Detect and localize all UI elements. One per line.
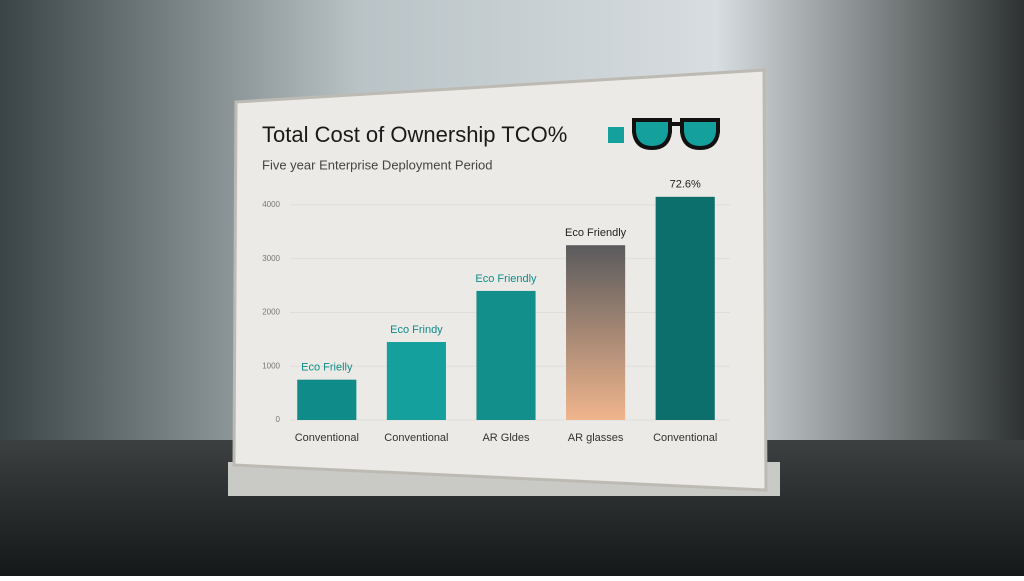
x-tick-label: Conventional <box>653 432 717 444</box>
legend-swatch <box>608 127 624 143</box>
glasses-icon <box>632 118 720 151</box>
x-tick-label: Conventional <box>384 432 448 444</box>
x-tick-label: AR glasses <box>568 432 624 444</box>
board <box>232 68 768 492</box>
bar <box>476 290 536 420</box>
bar <box>655 196 715 420</box>
bar <box>386 342 446 420</box>
data-label: Eco Frielly <box>301 362 353 374</box>
data-label: Eco Frindy <box>390 324 443 336</box>
data-label: 72.6% <box>670 179 701 191</box>
bar <box>297 379 357 420</box>
y-tick-label: 3000 <box>262 254 280 263</box>
data-label: Eco Friendly <box>475 273 537 285</box>
y-tick-label: 4000 <box>262 200 280 209</box>
bar <box>566 245 626 420</box>
chart-subtitle: Five year Enterprise Deployment Period <box>262 157 493 172</box>
y-tick-label: 1000 <box>262 361 280 370</box>
y-tick-label: 2000 <box>262 308 280 317</box>
x-tick-label: Conventional <box>295 432 359 444</box>
chart-title: Total Cost of Ownership TCO% <box>262 122 567 147</box>
data-label: Eco Friendly <box>565 227 627 239</box>
x-tick-label: AR Gldes <box>482 432 530 444</box>
y-tick-label: 0 <box>276 415 281 424</box>
